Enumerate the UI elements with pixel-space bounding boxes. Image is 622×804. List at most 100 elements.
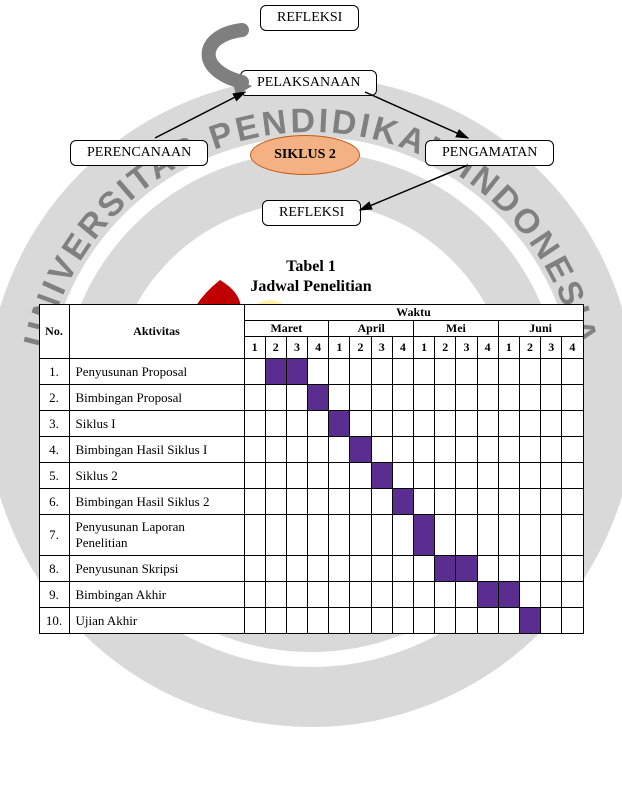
cell-week — [414, 385, 435, 411]
th-week: 1 — [244, 337, 265, 359]
cell-week — [265, 556, 286, 582]
cell-week — [456, 608, 477, 634]
table-body: 1.Penyusunan Proposal2.Bimbingan Proposa… — [39, 359, 583, 634]
cell-week — [541, 556, 562, 582]
schedule-table: No. Aktivitas Waktu Maret April Mei Juni… — [39, 304, 584, 634]
cell-week — [498, 515, 519, 556]
cell-week — [477, 515, 498, 556]
cell-week — [329, 608, 350, 634]
cell-no: 7. — [39, 515, 69, 556]
box-pengamatan: PENGAMATAN — [425, 140, 554, 166]
cell-week — [519, 515, 540, 556]
cell-week — [541, 489, 562, 515]
table-title-1: Tabel 1 — [39, 258, 584, 276]
th-month: Mei — [414, 321, 499, 337]
cell-week — [541, 437, 562, 463]
cell-week — [562, 463, 583, 489]
cell-week — [308, 608, 329, 634]
cell-week — [414, 411, 435, 437]
th-month: April — [329, 321, 414, 337]
table-row: 9.Bimbingan Akhir — [39, 582, 583, 608]
cell-week — [350, 359, 371, 385]
cell-week — [329, 359, 350, 385]
th-week: 3 — [286, 337, 307, 359]
th-week: 2 — [265, 337, 286, 359]
cell-week — [371, 359, 392, 385]
cell-week — [329, 582, 350, 608]
cell-week — [519, 437, 540, 463]
cell-week — [477, 608, 498, 634]
th-week: 4 — [477, 337, 498, 359]
cell-week — [350, 556, 371, 582]
cell-week — [329, 515, 350, 556]
cell-week — [519, 489, 540, 515]
table-row: 6.Bimbingan Hasil Siklus 2 — [39, 489, 583, 515]
th-month: Maret — [244, 321, 329, 337]
cell-week — [371, 515, 392, 556]
th-week: 2 — [435, 337, 456, 359]
cell-week — [477, 359, 498, 385]
cell-week — [519, 359, 540, 385]
schedule-table-section: Tabel 1 Jadwal Penelitian No. Aktivitas … — [39, 258, 584, 634]
cell-aktivitas: Siklus I — [69, 411, 244, 437]
cell-week — [286, 582, 307, 608]
cell-week — [562, 515, 583, 556]
cell-week — [435, 359, 456, 385]
cell-week — [519, 582, 540, 608]
cell-week — [244, 515, 265, 556]
box-pelaksanaan: PELAKSANAAN — [240, 70, 377, 96]
cell-week — [265, 359, 286, 385]
cell-week — [456, 582, 477, 608]
cell-week — [456, 437, 477, 463]
cell-week — [435, 489, 456, 515]
cell-week — [265, 489, 286, 515]
cell-week — [541, 463, 562, 489]
cell-week — [286, 515, 307, 556]
cell-week — [308, 463, 329, 489]
cell-week — [371, 608, 392, 634]
cell-aktivitas: Penyusunan Proposal — [69, 359, 244, 385]
cell-week — [456, 556, 477, 582]
cell-week — [308, 515, 329, 556]
cell-week — [562, 411, 583, 437]
table-row: 3.Siklus I — [39, 411, 583, 437]
cell-week — [498, 385, 519, 411]
th-month: Juni — [498, 321, 583, 337]
cell-week — [265, 437, 286, 463]
table-row: 8.Penyusunan Skripsi — [39, 556, 583, 582]
cell-week — [286, 489, 307, 515]
th-week: 3 — [541, 337, 562, 359]
cell-week — [244, 385, 265, 411]
cell-week — [456, 489, 477, 515]
cell-week — [456, 385, 477, 411]
cell-week — [541, 515, 562, 556]
cell-week — [477, 411, 498, 437]
cell-week — [286, 359, 307, 385]
cell-week — [350, 411, 371, 437]
cell-week — [392, 437, 413, 463]
cell-week — [562, 385, 583, 411]
cell-week — [541, 608, 562, 634]
table-title-2: Jadwal Penelitian — [39, 278, 584, 296]
cell-week — [265, 385, 286, 411]
cell-week — [350, 385, 371, 411]
th-week: 1 — [414, 337, 435, 359]
cell-week — [265, 463, 286, 489]
cell-week — [371, 463, 392, 489]
cell-week — [350, 463, 371, 489]
cell-week — [286, 608, 307, 634]
cell-week — [414, 359, 435, 385]
cell-week — [562, 359, 583, 385]
cell-no: 2. — [39, 385, 69, 411]
cell-week — [392, 489, 413, 515]
cell-aktivitas: Bimbingan Hasil Siklus 2 — [69, 489, 244, 515]
cell-week — [286, 411, 307, 437]
th-no: No. — [39, 305, 69, 359]
th-week: 1 — [329, 337, 350, 359]
cell-week — [244, 489, 265, 515]
cell-week — [498, 489, 519, 515]
cell-week — [435, 515, 456, 556]
cell-week — [414, 489, 435, 515]
cell-week — [498, 582, 519, 608]
cell-week — [435, 608, 456, 634]
